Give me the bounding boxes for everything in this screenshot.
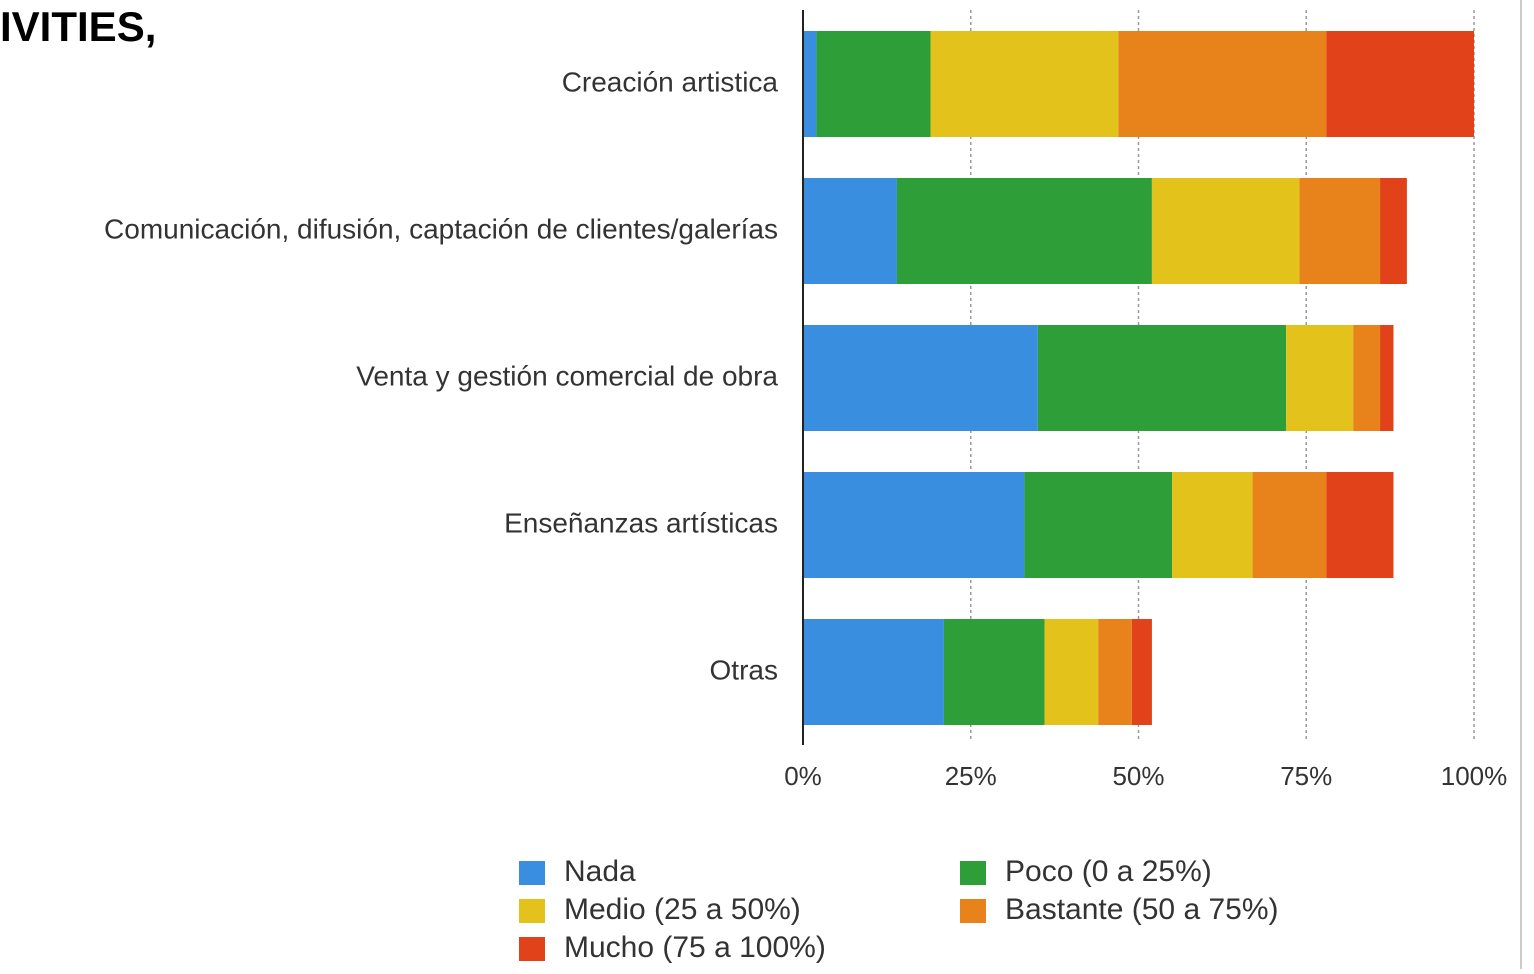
legend-swatch xyxy=(960,899,986,923)
bar-segment xyxy=(1037,325,1287,431)
bar-segment xyxy=(816,31,931,137)
legend-label: Medio (25 a 50%) xyxy=(564,893,801,926)
bar-segment xyxy=(1286,325,1354,431)
y-tick-label: Comunicación, difusión, captación de cli… xyxy=(104,213,778,244)
legend-swatch xyxy=(960,861,986,885)
bar-segment xyxy=(1172,472,1253,578)
bar-segment xyxy=(930,31,1119,137)
bar-segment xyxy=(1380,178,1407,284)
legend-swatch xyxy=(519,861,545,885)
legend-label: Mucho (75 a 100%) xyxy=(564,931,826,964)
x-tick-label: 0% xyxy=(784,761,822,791)
bar-segment xyxy=(1151,178,1300,284)
bar-segment xyxy=(803,178,897,284)
y-tick-label: Creación artistica xyxy=(562,66,779,97)
bar-segment xyxy=(1024,472,1173,578)
chart-title: IVITIES, xyxy=(0,3,156,50)
bar-segment xyxy=(803,31,817,137)
bar-segment xyxy=(1044,619,1099,725)
bar-segment xyxy=(1252,472,1327,578)
x-tick-label: 25% xyxy=(945,761,997,791)
bar-segment xyxy=(1353,325,1381,431)
legend-swatch xyxy=(519,937,545,961)
bar-segment xyxy=(1131,619,1152,725)
x-tick-label: 75% xyxy=(1280,761,1332,791)
bar-segment xyxy=(1118,31,1327,137)
bar-segment xyxy=(1380,325,1394,431)
y-tick-label: Enseñanzas artísticas xyxy=(504,507,778,538)
legend-swatch xyxy=(519,899,545,923)
bar-segment xyxy=(1326,31,1474,137)
x-tick-label: 50% xyxy=(1112,761,1164,791)
bar-segment xyxy=(803,619,944,725)
legend-label: Nada xyxy=(564,855,636,888)
legend-label: Bastante (50 a 75%) xyxy=(1005,893,1279,926)
bar-segment xyxy=(803,472,1025,578)
y-tick-label: Otras xyxy=(710,654,778,685)
bar-segment xyxy=(1299,178,1381,284)
x-tick-label: 100% xyxy=(1441,761,1508,791)
y-tick-label: Venta y gestión comercial de obra xyxy=(356,360,778,391)
bar-segment xyxy=(943,619,1045,725)
bar-segment xyxy=(1098,619,1132,725)
bar-segment xyxy=(803,325,1038,431)
legend-label: Poco (0 a 25%) xyxy=(1005,855,1212,888)
bar-segment xyxy=(1326,472,1394,578)
bar-segment xyxy=(896,178,1152,284)
